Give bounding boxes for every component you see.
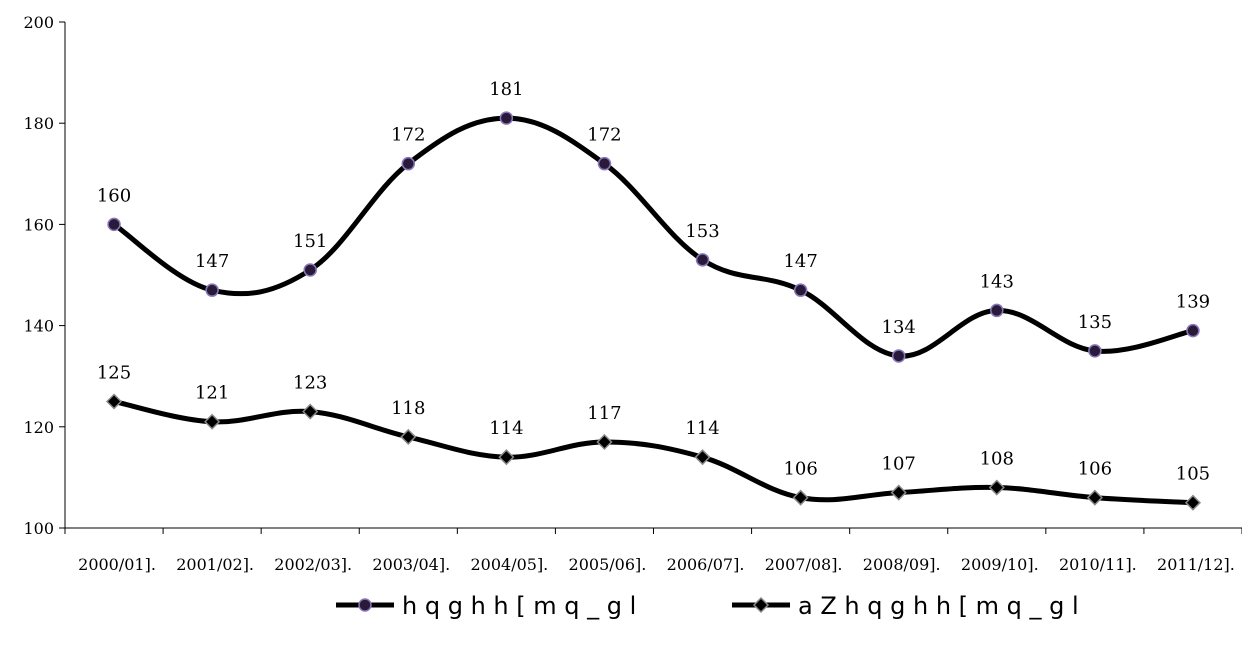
- x-tick-label: 2010/11].: [1059, 555, 1137, 574]
- x-tick-label: 2005/06].: [569, 555, 647, 574]
- x-tick-label: 2004/05].: [470, 555, 548, 574]
- data-label: 135: [1078, 312, 1112, 333]
- data-point: [302, 403, 319, 420]
- y-tick-label: 120: [23, 418, 54, 437]
- data-point: [792, 489, 809, 506]
- axes: 100 120 140 160 180 200 2000/01]. 2001/02]. 2002…: [23, 13, 1242, 574]
- legend: h q g h h [ m q _ g l a Z h q g h h [ m q…: [336, 592, 1079, 620]
- data-label: 105: [1176, 464, 1210, 485]
- data-point: [890, 484, 907, 501]
- x-tick-label: 2008/09].: [863, 555, 941, 574]
- data-point: [1086, 489, 1103, 506]
- data-point: [107, 217, 121, 232]
- series-line: [111, 115, 1196, 359]
- data-label: 172: [391, 125, 425, 146]
- data-point: [400, 428, 417, 445]
- data-point: [499, 111, 514, 125]
- y-tick-label: 200: [23, 13, 54, 32]
- series-markers: [105, 111, 1202, 511]
- data-labels: 160 147 151 172 181 172 153 147 134 143 135 139 125 1…: [97, 79, 1210, 485]
- data-point: [401, 156, 416, 171]
- x-tick-label: 2009/10].: [961, 555, 1039, 574]
- data-point: [498, 449, 515, 466]
- data-point: [891, 349, 906, 363]
- legend-label: h q g h h [ m q _ g l: [402, 592, 636, 620]
- data-point: [695, 253, 710, 267]
- data-label: 139: [1176, 292, 1210, 313]
- data-label: 181: [489, 79, 523, 100]
- x-tick-label: 2006/07].: [667, 555, 745, 574]
- legend-swatch-marker: [752, 596, 770, 614]
- data-label: 147: [195, 251, 229, 272]
- data-point: [793, 283, 808, 297]
- x-tick-label: 2007/08].: [765, 555, 843, 574]
- data-label: 134: [882, 317, 916, 338]
- x-tick-label: 2001/02].: [176, 555, 254, 574]
- data-label: 117: [587, 403, 621, 424]
- x-tick-label: 2003/04].: [372, 555, 450, 574]
- data-label: 106: [783, 459, 817, 480]
- data-label: 118: [391, 398, 425, 419]
- data-label: 106: [1078, 459, 1112, 480]
- y-tick-label: 100: [23, 519, 54, 538]
- data-label: 108: [980, 449, 1014, 470]
- data-point: [105, 393, 123, 410]
- data-point: [303, 263, 317, 277]
- legend-swatch-marker: [358, 598, 372, 612]
- x-tick-label: 2000/01].: [78, 555, 156, 574]
- data-point: [694, 449, 711, 466]
- data-point: [1088, 344, 1102, 358]
- data-point: [988, 479, 1005, 496]
- x-tick-label: 2002/03].: [274, 555, 352, 574]
- x-tick-label: 2011/12].: [1157, 555, 1235, 574]
- data-label: 114: [489, 418, 523, 439]
- y-tick-label: 140: [23, 317, 54, 336]
- data-label: 151: [293, 231, 327, 252]
- data-label: 121: [195, 383, 229, 404]
- data-label: 143: [980, 271, 1014, 292]
- data-label: 153: [685, 221, 719, 242]
- data-label: 172: [587, 125, 621, 146]
- legend-label: a Z h q g h h [ m q _ g l: [798, 592, 1079, 620]
- data-point: [596, 433, 613, 451]
- data-point: [1186, 323, 1200, 338]
- y-tick-label: 180: [23, 114, 54, 133]
- data-label: 114: [685, 418, 719, 439]
- series-lines: [111, 115, 1196, 506]
- data-point: [205, 283, 219, 297]
- data-point: [204, 413, 221, 430]
- data-label: 123: [293, 373, 327, 394]
- series-line: [111, 399, 1196, 506]
- data-point: [1184, 494, 1202, 511]
- data-label: 107: [882, 454, 916, 475]
- data-point: [597, 156, 612, 171]
- data-label: 147: [783, 251, 817, 272]
- data-point: [990, 303, 1004, 318]
- data-label: 160: [97, 185, 131, 206]
- y-tick-label: 160: [23, 215, 54, 234]
- data-label: 125: [97, 363, 131, 384]
